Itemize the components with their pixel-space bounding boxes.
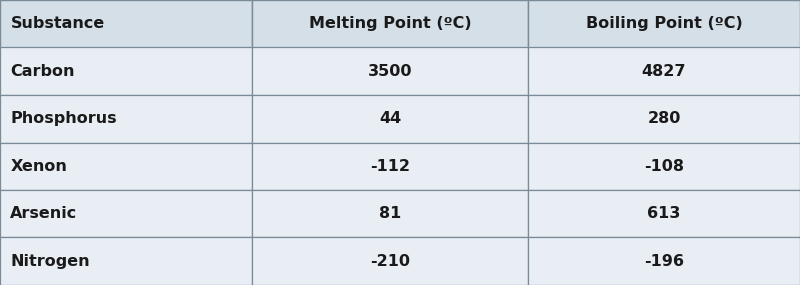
Bar xyxy=(528,237,800,285)
Bar xyxy=(0,142,252,190)
Bar xyxy=(528,48,800,95)
Text: Nitrogen: Nitrogen xyxy=(10,254,90,269)
Bar xyxy=(528,142,800,190)
Bar xyxy=(528,95,800,142)
Text: Arsenic: Arsenic xyxy=(10,206,78,221)
Text: Boiling Point (ºC): Boiling Point (ºC) xyxy=(586,16,742,31)
Text: Xenon: Xenon xyxy=(10,159,67,174)
Bar xyxy=(252,0,528,48)
Bar xyxy=(0,48,252,95)
Text: Melting Point (ºC): Melting Point (ºC) xyxy=(309,16,471,31)
Text: 613: 613 xyxy=(647,206,681,221)
Text: -210: -210 xyxy=(370,254,410,269)
Bar xyxy=(252,190,528,237)
Text: 44: 44 xyxy=(379,111,401,126)
Bar xyxy=(252,237,528,285)
Text: Phosphorus: Phosphorus xyxy=(10,111,117,126)
Text: -196: -196 xyxy=(644,254,684,269)
Text: 3500: 3500 xyxy=(368,64,412,79)
Text: Carbon: Carbon xyxy=(10,64,75,79)
Bar xyxy=(0,95,252,142)
Bar xyxy=(0,237,252,285)
Text: 81: 81 xyxy=(379,206,401,221)
Text: Substance: Substance xyxy=(10,16,105,31)
Bar xyxy=(0,190,252,237)
Bar xyxy=(252,142,528,190)
Bar xyxy=(252,48,528,95)
Text: -112: -112 xyxy=(370,159,410,174)
Bar xyxy=(0,0,252,48)
Text: 280: 280 xyxy=(647,111,681,126)
Bar xyxy=(252,95,528,142)
Bar xyxy=(528,0,800,48)
Text: -108: -108 xyxy=(644,159,684,174)
Bar xyxy=(528,190,800,237)
Text: 4827: 4827 xyxy=(642,64,686,79)
